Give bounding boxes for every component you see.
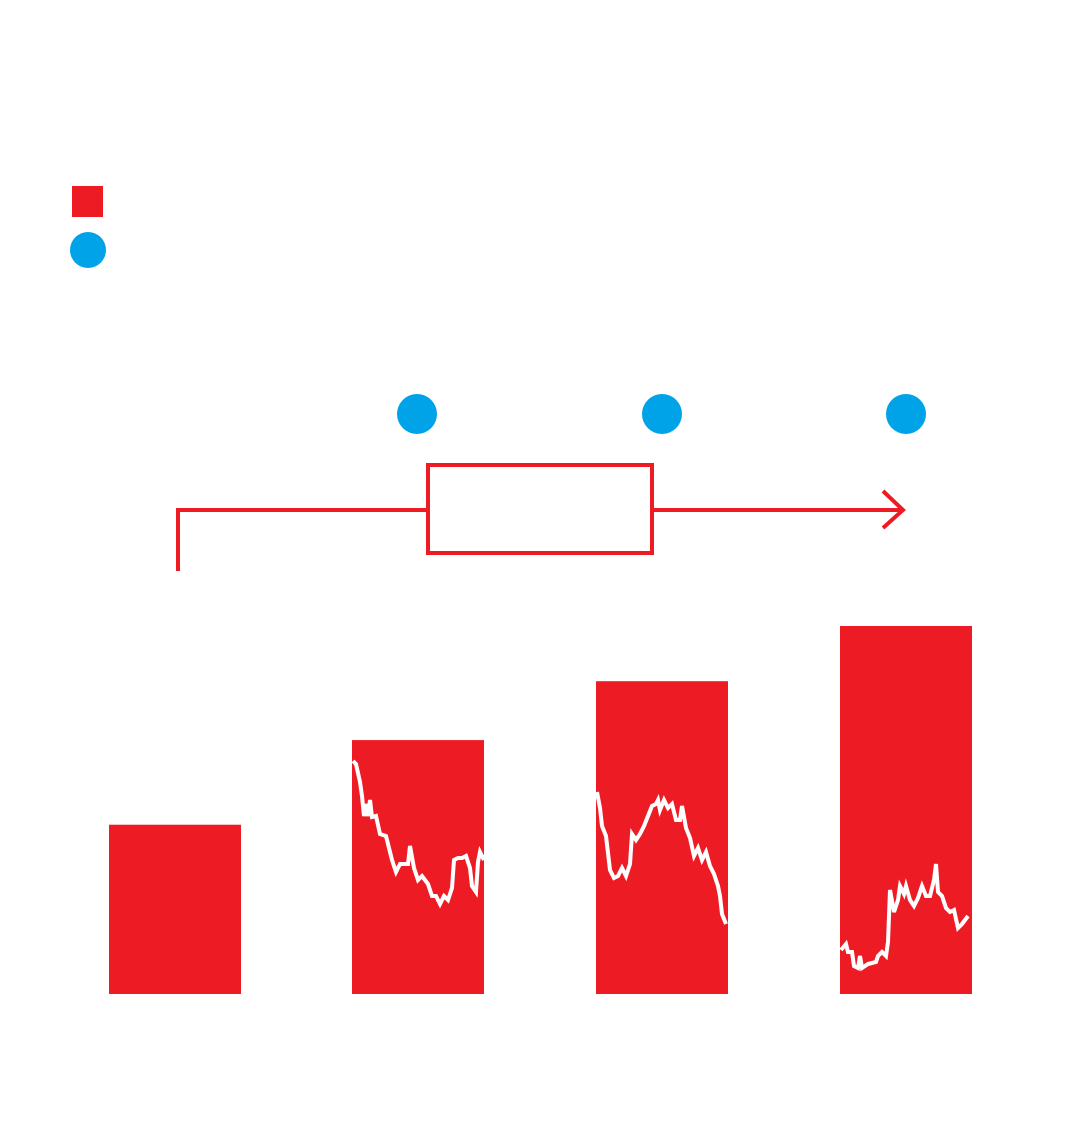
- flow-line-left: [176, 508, 428, 571]
- marker-dot-1: [397, 394, 437, 434]
- marker-dot-3: [886, 394, 926, 434]
- trend-line-3: [595, 791, 728, 925]
- bar-2: [352, 740, 484, 994]
- bar-4: [840, 626, 972, 994]
- marker-dot-2: [642, 394, 682, 434]
- legend-blue-circle-icon: [70, 232, 106, 268]
- bar-3: [596, 681, 728, 994]
- legend: [70, 186, 106, 268]
- bar-1: [109, 824, 241, 994]
- trend-line-2: [351, 759, 486, 909]
- arrow-right-icon: [881, 489, 906, 530]
- trend-line-4: [839, 863, 970, 972]
- markers: [397, 394, 926, 434]
- flow-path: [176, 463, 906, 571]
- flow-box: [426, 463, 654, 555]
- legend-red-square-icon: [72, 186, 103, 217]
- bar-group: [109, 626, 972, 994]
